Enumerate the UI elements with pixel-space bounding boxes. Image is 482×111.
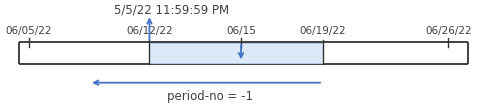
Text: 5/5/22 11:59:59 PM: 5/5/22 11:59:59 PM xyxy=(114,3,228,16)
Text: 06/15: 06/15 xyxy=(226,26,256,36)
Text: period-no = -1: period-no = -1 xyxy=(167,90,253,103)
Bar xyxy=(149,43,323,63)
Text: 06/05/22: 06/05/22 xyxy=(6,26,52,36)
Text: 06/12/22: 06/12/22 xyxy=(126,26,173,36)
Text: 06/19/22: 06/19/22 xyxy=(300,26,346,36)
Text: 06/26/22: 06/26/22 xyxy=(425,26,471,36)
